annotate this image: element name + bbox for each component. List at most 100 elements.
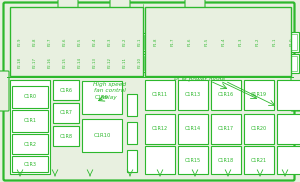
- Bar: [235, 34, 246, 50]
- Text: F2.5: F2.5: [77, 38, 82, 46]
- Text: High speed
fan control
relay: High speed fan control relay: [93, 82, 127, 100]
- Bar: [53, 80, 79, 100]
- Text: F2.3: F2.3: [107, 38, 112, 46]
- Bar: [235, 56, 246, 71]
- Bar: [12, 110, 48, 132]
- Bar: [120, 35, 129, 49]
- Bar: [58, 54, 71, 72]
- Bar: [211, 146, 241, 174]
- Text: F2.2: F2.2: [122, 38, 127, 46]
- Bar: [211, 80, 241, 110]
- Bar: [286, 56, 297, 71]
- Bar: [12, 86, 48, 108]
- Text: F2.16: F2.16: [47, 58, 52, 68]
- Bar: [135, 35, 144, 49]
- FancyBboxPatch shape: [291, 71, 300, 111]
- Bar: [127, 150, 137, 172]
- Bar: [269, 56, 280, 71]
- Bar: [252, 34, 263, 50]
- Text: C1R10: C1R10: [93, 133, 111, 138]
- Bar: [145, 114, 175, 144]
- Bar: [277, 146, 300, 174]
- Text: C1R1: C1R1: [23, 118, 37, 124]
- Bar: [53, 103, 79, 123]
- Bar: [105, 35, 114, 49]
- Text: F1.0: F1.0: [290, 38, 293, 46]
- Bar: [218, 34, 229, 50]
- Bar: [28, 33, 41, 51]
- Bar: [75, 35, 84, 49]
- Bar: [15, 35, 24, 49]
- FancyBboxPatch shape: [110, 0, 130, 8]
- Bar: [284, 54, 299, 73]
- Bar: [127, 94, 137, 116]
- Bar: [88, 33, 101, 51]
- Bar: [12, 156, 48, 172]
- Bar: [165, 54, 180, 73]
- FancyBboxPatch shape: [0, 71, 9, 111]
- Bar: [150, 56, 161, 71]
- Text: F2.8: F2.8: [32, 38, 37, 46]
- Bar: [133, 54, 146, 72]
- Bar: [201, 56, 212, 71]
- Bar: [148, 54, 163, 73]
- Bar: [182, 54, 197, 73]
- Bar: [82, 119, 122, 152]
- Bar: [250, 32, 265, 52]
- Bar: [103, 33, 116, 51]
- Bar: [211, 114, 241, 144]
- Bar: [75, 56, 84, 70]
- Text: F2.12: F2.12: [107, 58, 112, 68]
- Text: F2.14: F2.14: [77, 58, 82, 68]
- Text: F2.15: F2.15: [62, 58, 67, 68]
- Text: F2.7: F2.7: [47, 38, 52, 46]
- Bar: [250, 54, 265, 73]
- Bar: [145, 146, 175, 174]
- Bar: [145, 80, 175, 110]
- Bar: [145, 7, 291, 76]
- Bar: [30, 35, 39, 49]
- Text: F1.1: F1.1: [272, 38, 277, 46]
- Text: F1.4: F1.4: [221, 38, 226, 46]
- Text: C1R17: C1R17: [218, 126, 234, 132]
- Bar: [167, 34, 178, 50]
- Text: C1R8: C1R8: [59, 134, 73, 139]
- Bar: [277, 80, 300, 110]
- Bar: [45, 56, 54, 70]
- Text: F1.2: F1.2: [256, 38, 260, 46]
- Bar: [233, 54, 248, 73]
- Text: F2.4: F2.4: [92, 38, 97, 46]
- Bar: [184, 56, 195, 71]
- Text: F1.7: F1.7: [170, 38, 175, 46]
- Bar: [233, 32, 248, 52]
- Text: C1R14: C1R14: [185, 126, 201, 132]
- Text: F2.18: F2.18: [17, 58, 22, 68]
- Bar: [13, 54, 26, 72]
- Bar: [30, 56, 39, 70]
- Bar: [277, 114, 300, 144]
- Bar: [244, 114, 274, 144]
- Bar: [267, 32, 282, 52]
- Bar: [167, 56, 178, 71]
- Bar: [12, 134, 48, 154]
- Bar: [269, 34, 280, 50]
- Bar: [58, 33, 71, 51]
- Text: C1R13: C1R13: [185, 92, 201, 98]
- Bar: [216, 32, 231, 52]
- Text: C1R19: C1R19: [251, 92, 267, 98]
- Text: F2.10: F2.10: [137, 58, 142, 68]
- Bar: [105, 56, 114, 70]
- Text: F2.1: F2.1: [137, 38, 142, 46]
- Bar: [10, 7, 143, 76]
- Text: C1R7: C1R7: [59, 110, 73, 116]
- Text: C1R20: C1R20: [251, 126, 267, 132]
- Bar: [178, 114, 208, 144]
- Text: C1R11: C1R11: [152, 92, 168, 98]
- Text: F1.6: F1.6: [188, 38, 191, 46]
- Bar: [28, 54, 41, 72]
- Bar: [199, 54, 214, 73]
- Bar: [133, 33, 146, 51]
- Text: F2.6: F2.6: [62, 38, 67, 46]
- Bar: [182, 32, 197, 52]
- Bar: [150, 34, 161, 50]
